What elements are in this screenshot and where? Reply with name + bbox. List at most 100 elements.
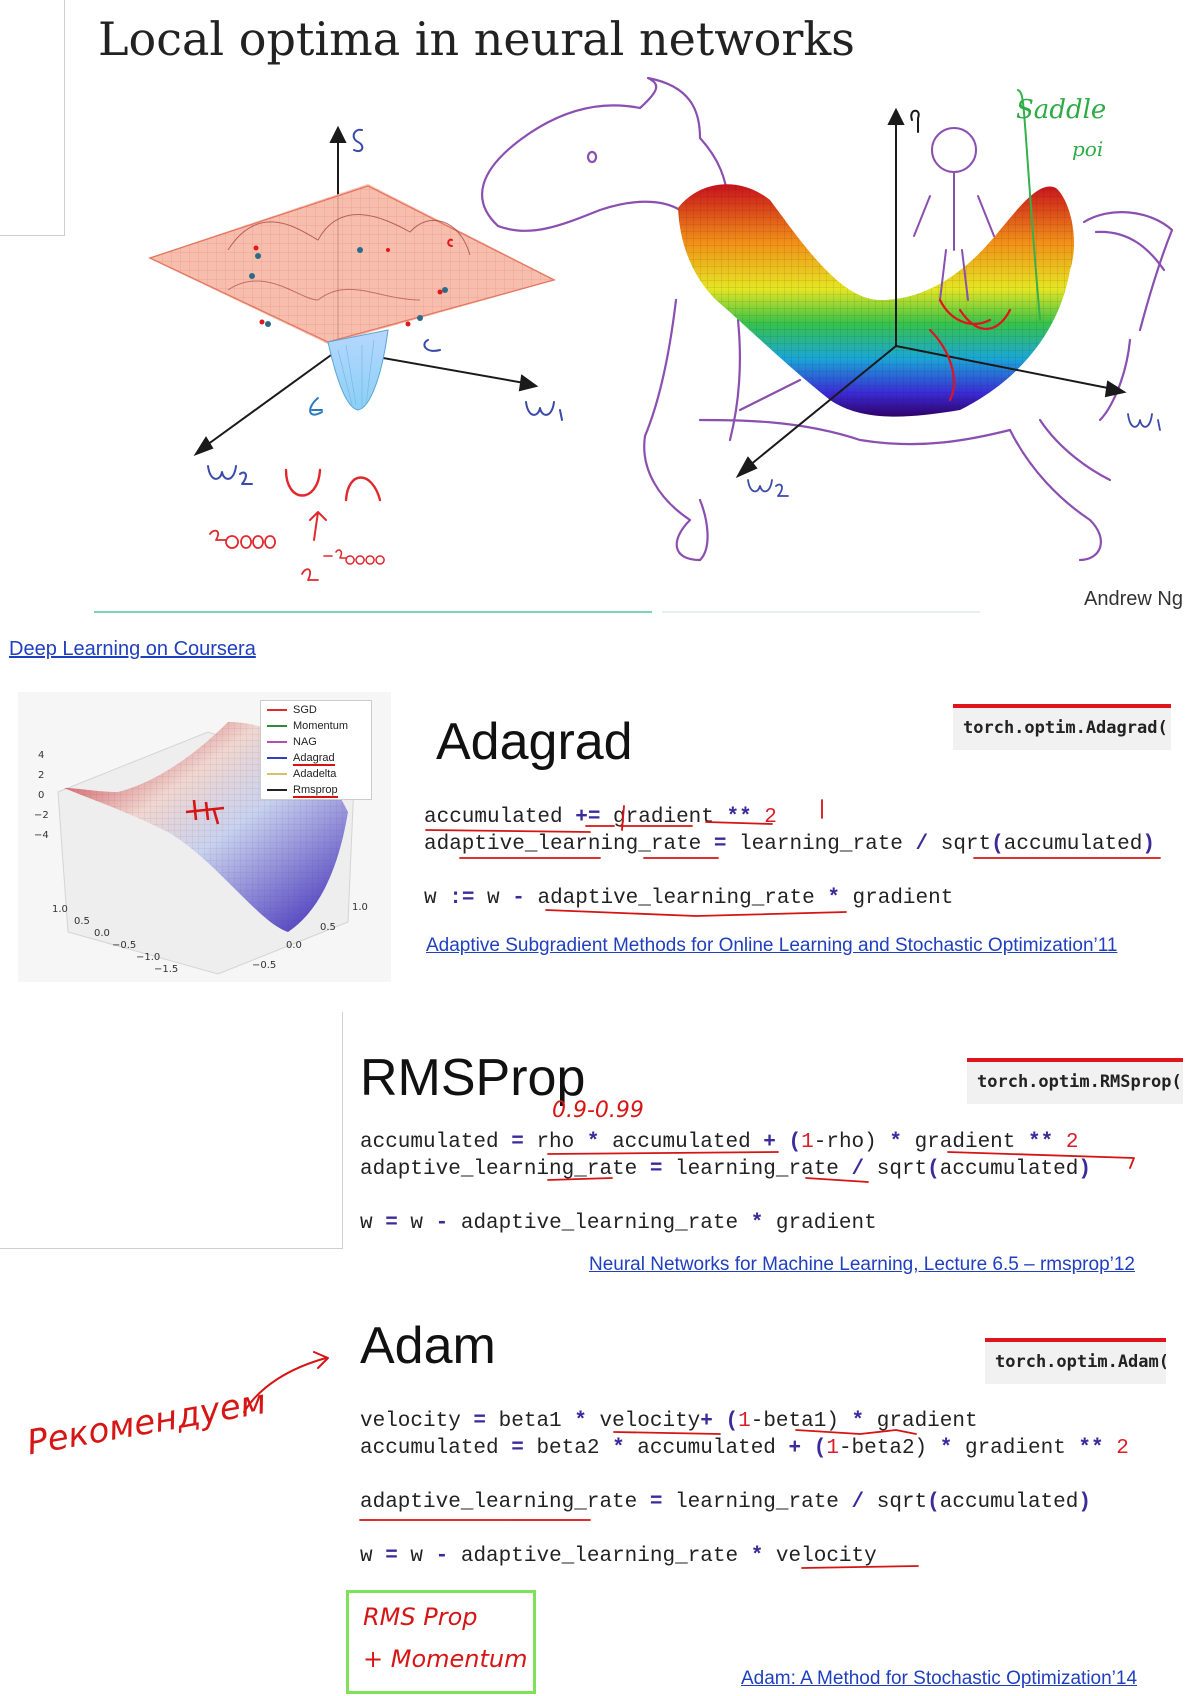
legend-entry-nag: NAG	[267, 736, 317, 748]
legend-swatch	[267, 725, 287, 728]
code-token: accumulated	[1003, 833, 1143, 856]
lecture-slide: Local optima in neural networks	[0, 0, 1196, 620]
code-number: 1	[801, 1131, 814, 1154]
adam-recommend-note: Рекомендуем	[24, 1382, 270, 1464]
code-token: w	[360, 1545, 386, 1568]
code-operator: =	[713, 833, 727, 856]
code-operator: *	[612, 1437, 625, 1460]
x-tick: −1.5	[154, 964, 178, 975]
legend-entry-sgd: SGD	[267, 704, 317, 716]
code-token: velocity	[360, 1410, 474, 1433]
legend-swatch	[267, 709, 287, 712]
z-tick: 0	[38, 790, 44, 801]
y-tick: −0.5	[252, 960, 276, 971]
left-handwriting	[207, 128, 563, 581]
rmsprop-lecture-link[interactable]: Neural Networks for Machine Learning, Le…	[589, 1254, 1135, 1275]
code-operator: -	[435, 1545, 449, 1568]
code-token: velocity	[586, 1410, 701, 1433]
code-token: adaptive_learning_rate	[524, 887, 828, 910]
code-operator: =	[511, 1437, 524, 1460]
code-token: accumulated	[599, 1131, 764, 1154]
code-token: accumulated	[424, 806, 576, 829]
code-token: -beta1)	[750, 1410, 852, 1433]
code-token: adaptive_learning_rate	[360, 1158, 650, 1181]
adagrad-torch-ref: torch.optim.Adagrad(	[953, 704, 1171, 750]
code-number: 2	[1103, 1437, 1129, 1460]
adagrad-line-3: w := w - adaptive_learning_rate * gradie…	[424, 887, 953, 910]
code-operator: /	[915, 833, 929, 856]
x-tick: −0.5	[112, 940, 136, 951]
optimizer-plot-inset: 4 2 0 −2 −4 1.0 0.5 0.0 −0.5 −1.0 −1.5 1…	[18, 692, 391, 982]
slide-author: Andrew Ng	[1084, 588, 1183, 610]
code-operator: *	[939, 1437, 953, 1460]
legend-entry-momentum: Momentum	[267, 720, 348, 732]
code-operator: (	[775, 1131, 802, 1154]
code-operator: *	[750, 1212, 764, 1235]
code-number: 2	[1053, 1131, 1079, 1154]
code-token: learning_rate	[726, 833, 916, 856]
code-operator: =	[649, 1491, 663, 1514]
code-operator: =	[385, 1545, 398, 1568]
code-token: gradient	[901, 1131, 1028, 1154]
legend-swatch	[267, 757, 287, 760]
legend-label: NAG	[293, 736, 317, 748]
code-operator: (	[927, 1158, 940, 1181]
code-operator: /	[851, 1158, 865, 1181]
code-token: -rho)	[813, 1131, 890, 1154]
code-number: 2	[751, 806, 777, 829]
adagrad-paper-link[interactable]: Adaptive Subgradient Methods for Online …	[426, 935, 1118, 956]
x-tick: 0.5	[74, 916, 90, 927]
z-tick: 4	[38, 750, 44, 761]
code-token: learning_rate	[662, 1491, 852, 1514]
code-operator: +=	[575, 806, 601, 829]
code-token: w	[397, 1545, 436, 1568]
code-operator: *	[574, 1410, 587, 1433]
legend-label: SGD	[293, 704, 317, 716]
code-number: 1	[738, 1410, 751, 1433]
code-operator: **	[1028, 1131, 1054, 1154]
rmsprop-rho-note: 0.9-0.99	[552, 1098, 644, 1123]
rmsprop-torch-ref: torch.optim.RMSprop(	[967, 1058, 1183, 1104]
code-operator: (	[712, 1410, 739, 1433]
adam-paper-link[interactable]: Adam: A Method for Stochastic Optimizati…	[741, 1668, 1138, 1689]
code-operator: +	[763, 1131, 776, 1154]
legend-entry-adadelta: Adadelta	[267, 768, 336, 780]
saddle-handwriting	[747, 89, 1161, 497]
code-token: gradient	[600, 806, 727, 829]
code-token: beta1	[486, 1410, 575, 1433]
slide-drawing: Saddle poi	[94, 76, 1174, 613]
saddle-point-label: poi	[1072, 137, 1103, 161]
code-token: rho	[523, 1131, 587, 1154]
code-operator: *	[827, 887, 840, 910]
slide-title: Local optima in neural networks	[98, 12, 855, 66]
code-token: accumulated	[360, 1437, 512, 1460]
x-tick: 1.0	[52, 904, 68, 915]
note-momentum: + Momentum	[363, 1645, 528, 1673]
code-operator: =	[511, 1131, 524, 1154]
code-operator: +	[788, 1437, 802, 1460]
code-operator: (	[991, 833, 1004, 856]
slide-left-bracket	[0, 0, 65, 236]
code-operator: =	[385, 1212, 398, 1235]
code-token: w	[424, 887, 450, 910]
code-operator: *	[889, 1131, 902, 1154]
legend-entry-adagrad: Adagrad	[267, 752, 335, 766]
code-token: adaptive_learning_rate	[424, 833, 714, 856]
legend-label: Adadelta	[293, 768, 337, 780]
adam-line-4: w = w - adaptive_learning_rate * velocit…	[360, 1545, 877, 1568]
code-operator: (	[801, 1437, 827, 1460]
adam-line-3: adaptive_learning_rate = learning_rate /…	[360, 1491, 1091, 1514]
legend-swatch	[267, 741, 287, 744]
rmsprop-line-3: w = w - adaptive_learning_rate * gradien…	[360, 1212, 877, 1235]
code-operator: =	[473, 1410, 487, 1433]
adam-title: Adam	[360, 1317, 496, 1375]
adagrad-line-1: accumulated += gradient ** 2	[424, 806, 777, 829]
coursera-link[interactable]: Deep Learning on Coursera	[9, 638, 256, 660]
local-optima-surface	[148, 184, 556, 411]
rmsprop-title: RMSProp	[360, 1049, 586, 1107]
rmsprop-line-2: adaptive_learning_rate = learning_rate /…	[360, 1158, 1091, 1181]
recommend-arrow	[243, 1351, 329, 1413]
code-token: accumulated	[360, 1131, 512, 1154]
adam-line-2: accumulated = beta2 * accumulated + (1-b…	[360, 1437, 1129, 1460]
x-tick: −1.0	[136, 952, 160, 963]
